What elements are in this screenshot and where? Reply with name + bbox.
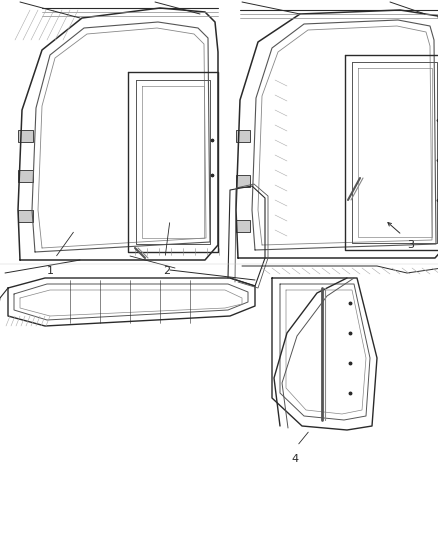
Bar — [18, 210, 33, 222]
Bar — [236, 175, 250, 187]
Text: 2: 2 — [163, 266, 170, 276]
Text: 3: 3 — [407, 240, 414, 250]
Bar — [236, 220, 250, 232]
Bar — [18, 170, 33, 182]
Bar — [18, 130, 33, 142]
Text: 1: 1 — [46, 266, 53, 276]
Bar — [236, 130, 250, 142]
Text: 4: 4 — [291, 454, 299, 464]
